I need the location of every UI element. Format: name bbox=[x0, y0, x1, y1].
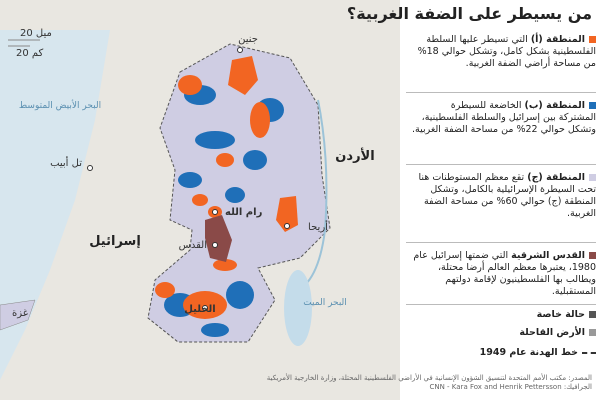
map-label: إسرائيل bbox=[89, 234, 141, 249]
area-a-patch bbox=[192, 194, 208, 206]
city-dot bbox=[212, 242, 218, 248]
swatch bbox=[589, 102, 596, 109]
legend-title: المنطقة (أ) bbox=[530, 34, 585, 45]
map-label: رام الله bbox=[225, 207, 263, 218]
legend-item: القدس الشرقية التي ضمتها إسرائيل عام 198… bbox=[411, 250, 596, 298]
city-dot bbox=[202, 305, 208, 311]
city-dot bbox=[237, 47, 243, 53]
jordan-river bbox=[304, 99, 328, 286]
source: المصدر: مكتب الأمم المتحدة لتنسيق الشؤون… bbox=[150, 374, 592, 392]
separator bbox=[406, 164, 596, 165]
area-a-patch bbox=[155, 282, 175, 298]
map-label: البحر الأبيض المتوسط bbox=[19, 99, 101, 111]
area-b-patch bbox=[201, 323, 229, 337]
legend-item: خط الهدنة عام 1949 bbox=[411, 347, 596, 359]
separator bbox=[406, 92, 596, 93]
legend-item: المنطقة (ج) تقع معظم المستوطنات هنا تحت … bbox=[411, 172, 596, 220]
map: 20 ميل 20 كم جنين البحر الأبيض المتوسط ت… bbox=[0, 0, 400, 400]
legend-text: التي تسيطر عليها السلطة الفلسطينية بشكل … bbox=[417, 34, 596, 69]
legend-title: خط الهدنة عام 1949 bbox=[479, 347, 578, 358]
legend-title: القدس الشرقية bbox=[511, 250, 585, 261]
map-label: الأردن bbox=[335, 147, 374, 164]
area-a-patch bbox=[228, 56, 258, 95]
legend-item: الأرض القاحلة bbox=[411, 327, 596, 339]
separator bbox=[406, 242, 596, 243]
credit: الجرافيك: CNN - Kara Fox and Henrik Pett… bbox=[150, 383, 592, 392]
area-a-patch bbox=[178, 75, 202, 95]
map-label: البحر الميت bbox=[303, 298, 347, 308]
source-text: المصدر: مكتب الأمم المتحدة لتنسيق الشؤون… bbox=[266, 374, 592, 382]
title: من يسيطر على الضفة الغربية؟ bbox=[346, 4, 592, 23]
area-a-patch bbox=[216, 153, 234, 167]
city-dot bbox=[87, 165, 93, 171]
legend-text: الخاضعة للسيطرة المشتركة بين إسرائيل وال… bbox=[411, 100, 596, 135]
swatch bbox=[582, 351, 596, 354]
east-jerusalem bbox=[205, 215, 232, 262]
credit-names: CNN - Kara Fox and Henrik Pettersson bbox=[429, 383, 562, 391]
map-label: القدس bbox=[179, 240, 207, 251]
area-a-patch bbox=[276, 196, 298, 232]
area-a bbox=[155, 56, 298, 319]
area-a-patch bbox=[213, 259, 237, 271]
credit-label: الجرافيك: bbox=[563, 383, 592, 391]
legend-text: تقع معظم المستوطنات هنا تحت السيطرة الإس… bbox=[418, 172, 596, 219]
map-label: الخليل bbox=[184, 304, 215, 315]
city-dot bbox=[284, 223, 290, 229]
dead-sea bbox=[284, 270, 312, 346]
legend-item: المنطقة (أ) التي تسيطر عليها السلطة الفل… bbox=[411, 34, 596, 70]
area-b-patch bbox=[225, 187, 245, 203]
swatch bbox=[589, 174, 596, 181]
separator bbox=[406, 304, 596, 305]
legend-title: حالة خاصة bbox=[536, 309, 585, 320]
area-a-patch bbox=[250, 102, 270, 138]
city-dot bbox=[212, 209, 218, 215]
area-b-patch bbox=[226, 281, 254, 309]
legend-title: المنطقة (ج) bbox=[527, 172, 585, 183]
map-label: غزة bbox=[12, 308, 28, 319]
legend-title: المنطقة (ب) bbox=[524, 100, 585, 111]
area-b-patch bbox=[195, 131, 235, 149]
gaza-strip bbox=[0, 299, 36, 331]
scale-km: 20 كم bbox=[16, 48, 44, 59]
mediterranean bbox=[0, 30, 110, 380]
map-label: تل أبيب bbox=[50, 156, 82, 169]
swatch bbox=[589, 311, 596, 318]
swatch bbox=[589, 36, 596, 43]
area-b-patch bbox=[243, 150, 267, 170]
map-label: جنين bbox=[238, 34, 258, 45]
legend-title: الأرض القاحلة bbox=[519, 327, 585, 338]
map-label: أريحا bbox=[308, 220, 328, 233]
legend-item: حالة خاصة bbox=[411, 309, 596, 321]
legend-item: المنطقة (ب) الخاضعة للسيطرة المشتركة بين… bbox=[411, 100, 596, 136]
swatch bbox=[589, 252, 596, 259]
area-b-patch bbox=[178, 172, 202, 188]
legend-text: التي ضمتها إسرائيل عام 1980، يعتبرها معظ… bbox=[413, 250, 596, 297]
scale-miles: 20 ميل bbox=[20, 28, 52, 39]
swatch bbox=[589, 329, 596, 336]
